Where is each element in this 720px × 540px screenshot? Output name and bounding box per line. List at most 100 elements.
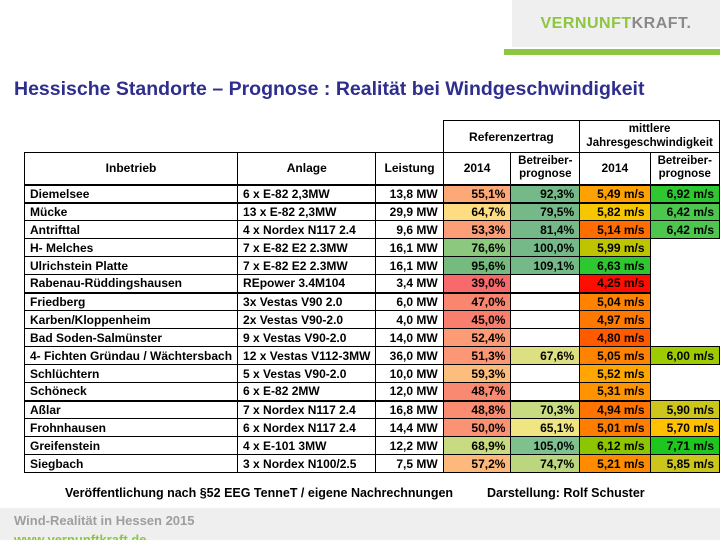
cell-leistung: 14,4 MW <box>375 418 444 437</box>
cell-wind-prognose: 6,42 m/s <box>649 202 720 221</box>
col-leistung: Leistung <box>375 152 444 186</box>
cell-leistung: 3,4 MW <box>375 274 444 294</box>
cell-wind-prognose: 5,70 m/s <box>649 418 720 437</box>
table-row: H- Melches 7 x E-82 E2 2.3MW 16,1 MW 76,6% 1… <box>23 238 720 257</box>
cell-inbetrieb: Karben/Kloppenheim <box>23 310 239 329</box>
logo-text-gray: KRAFT. <box>631 14 692 32</box>
cell-leistung: 10,0 MW <box>375 364 444 383</box>
col-ertrag-betreiberprognose: Betreiber-prognose <box>510 152 581 186</box>
col-ertrag-2014: 2014 <box>442 152 512 186</box>
table-body: Diemelsee 6 x E-82 2,3MW 13,8 MW 55,1% 92,3%… <box>23 184 720 473</box>
cell-wind-2014: 4,94 m/s <box>579 400 651 419</box>
cell-wind-prognose: 5,85 m/s <box>649 454 720 473</box>
cell-anlage: 9 x Vestas V90-2.0 <box>237 328 377 347</box>
cell-wind-2014: 5,99 m/s <box>579 238 651 257</box>
cell-anlage: 13 x E-82 2,3MW <box>237 202 377 221</box>
table-row: Friedberg 3x Vestas V90 2.0 6,0 MW 47,0% 5,0… <box>23 292 720 311</box>
cell-ertrag-2014: 55,1% <box>442 184 512 204</box>
table-row: Aßlar 7 x Nordex N117 2.4 16,8 MW 48,8% 70,3… <box>23 400 720 419</box>
cell-ertrag-2014: 52,4% <box>442 328 512 347</box>
cell-wind-prognose <box>650 293 719 311</box>
table-row: Karben/Kloppenheim 2x Vestas V90-2.0 4,0 M… <box>23 310 720 329</box>
cell-leistung: 36,0 MW <box>375 346 444 365</box>
cell-leistung: 12,2 MW <box>375 436 444 455</box>
cell-ertrag-2014: 95,6% <box>442 256 512 275</box>
cell-ertrag-prognose: 109,1% <box>510 256 581 275</box>
cell-ertrag-2014: 57,2% <box>442 454 512 473</box>
bottom-bar: Wind-Realität in Hessen 2015 www.vernunf… <box>0 508 720 540</box>
table-row: 4- Fichten Gründau / Wächtersbach 12 x Ve… <box>23 346 720 365</box>
cell-ertrag-2014: 45,0% <box>442 310 512 329</box>
cell-inbetrieb: Greifenstein <box>23 436 239 455</box>
cell-anlage: 2x Vestas V90-2.0 <box>237 310 377 329</box>
cell-ertrag-prognose: 65,1% <box>510 418 581 437</box>
cell-wind-2014: 4,80 m/s <box>579 328 651 347</box>
cell-ertrag-2014: 51,3% <box>442 346 512 365</box>
cell-wind-prognose: 6,42 m/s <box>649 220 720 239</box>
cell-inbetrieb: Frohnhausen <box>23 418 239 437</box>
cell-ertrag-2014: 39,0% <box>442 274 512 294</box>
cell-inbetrieb: Schlüchtern <box>23 364 239 383</box>
cell-anlage: 6 x E-82 2,3MW <box>237 184 377 204</box>
cell-ertrag-prognose: 81,4% <box>510 220 581 239</box>
table-row: Frohnhausen 6 x Nordex N117 2.4 14,4 MW 50,… <box>23 418 720 437</box>
cell-anlage: REpower 3.4M104 <box>237 274 377 294</box>
cell-wind-2014: 5,14 m/s <box>579 220 651 239</box>
cell-ertrag-prognose: 79,5% <box>510 202 581 221</box>
cell-wind-prognose: 7,71 m/s <box>649 436 720 455</box>
cell-ertrag-prognose <box>510 310 581 329</box>
table-row: Schöneck 6 x E-82 2MW 12,0 MW 48,7% 5,31 m/s <box>23 382 720 402</box>
cell-ertrag-prognose: 70,3% <box>510 400 581 419</box>
cell-leistung: 12,0 MW <box>375 382 444 402</box>
cell-wind-prognose: 6,92 m/s <box>649 184 720 204</box>
table-row: Schlüchtern 5 x Vestas V90-2.0 10,0 MW 59,3… <box>23 364 720 383</box>
cell-ertrag-2014: 76,6% <box>442 238 512 257</box>
cell-ertrag-prognose: 100,0% <box>510 238 581 257</box>
website-url: www.vernunftkraft.de <box>14 532 147 540</box>
cell-wind-2014: 6,63 m/s <box>579 256 651 275</box>
cell-leistung: 16,1 MW <box>375 238 444 257</box>
bottom-bar-label: Wind-Realität in Hessen 2015 <box>14 513 195 528</box>
cell-ertrag-prognose <box>510 328 581 347</box>
cell-anlage: 7 x Nordex N117 2.4 <box>237 400 377 419</box>
cell-anlage: 4 x Nordex N117 2.4 <box>237 220 377 239</box>
table-row: Greifenstein 4 x E-101 3MW 12,2 MW 68,9% 105… <box>23 436 720 455</box>
cell-wind-2014: 5,52 m/s <box>579 364 651 383</box>
header-spacer <box>25 121 444 153</box>
cell-wind-2014: 4,25 m/s <box>579 274 651 294</box>
cell-wind-2014: 5,31 m/s <box>579 382 651 402</box>
cell-wind-prognose <box>650 311 719 329</box>
cell-wind-2014: 5,05 m/s <box>579 346 651 365</box>
cell-ertrag-2014: 47,0% <box>442 292 512 311</box>
cell-anlage: 4 x E-101 3MW <box>237 436 377 455</box>
cell-leistung: 9,6 MW <box>375 220 444 239</box>
cell-anlage: 7 x E-82 E2 2.3MW <box>237 256 377 275</box>
col-wind-2014: 2014 <box>579 152 651 186</box>
table-row: Diemelsee 6 x E-82 2,3MW 13,8 MW 55,1% 92,3%… <box>23 184 720 204</box>
cell-anlage: 7 x E-82 E2 2.3MW <box>237 238 377 257</box>
cell-inbetrieb: Bad Soden-Salmünster <box>23 328 239 347</box>
wind-data-table: Referenzertrag mittlere Jahresgeschwindi… <box>23 120 720 473</box>
cell-anlage: 3x Vestas V90 2.0 <box>237 292 377 311</box>
cell-wind-2014: 6,12 m/s <box>579 436 651 455</box>
cell-ertrag-prognose: 105,0% <box>510 436 581 455</box>
cell-wind-prognose <box>650 329 719 347</box>
table-row: Rabenau-Rüddingshausen REpower 3.4M104 3,4… <box>23 274 720 294</box>
table-row: Bad Soden-Salmünster 9 x Vestas V90-2.0 14… <box>23 328 720 347</box>
cell-ertrag-2014: 64,7% <box>442 202 512 221</box>
logo-text: VERNUNFTKRAFT. <box>541 15 692 33</box>
cell-leistung: 14,0 MW <box>375 328 444 347</box>
cell-ertrag-prognose <box>510 382 581 402</box>
cell-wind-prognose <box>650 365 719 383</box>
cell-anlage: 3 x Nordex N100/2.5 <box>237 454 377 473</box>
table-row: Antrifttal 4 x Nordex N117 2.4 9,6 MW 53,3%… <box>23 220 720 239</box>
cell-leistung: 6,0 MW <box>375 292 444 311</box>
cell-leistung: 13,8 MW <box>375 184 444 204</box>
cell-ertrag-prognose <box>510 274 581 294</box>
col-inbetrieb: Inbetrieb <box>23 152 239 186</box>
cell-ertrag-2014: 68,9% <box>442 436 512 455</box>
cell-wind-prognose <box>650 239 719 257</box>
cell-ertrag-2014: 48,7% <box>442 382 512 402</box>
cell-ertrag-2014: 50,0% <box>442 418 512 437</box>
